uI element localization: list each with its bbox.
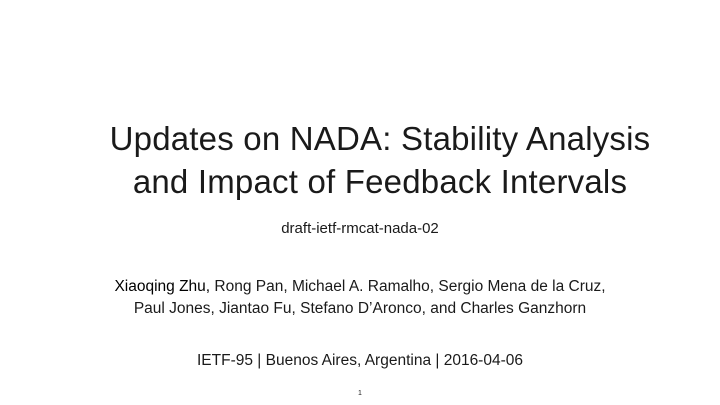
author-line-2: Paul Jones, Jiantao Fu, Stefano D’Aronco… [133,300,587,317]
presenter-name: Xiaoqing Zhu, [114,278,211,295]
title-line-2: and Impact of Feedback Intervals [132,163,628,200]
page-number: 1 [358,390,362,397]
venue-info: IETF-95 | Buenos Aires, Argentina | 2016… [197,352,523,369]
author-line-1: Xiaoqing Zhu, Rong Pan, Michael A. Ramal… [0,276,720,298]
title-line-1: Updates on NADA: Stability Analysis [109,120,651,157]
draft-name: draft-ietf-rmcat-nada-02 [281,220,439,237]
author-list: Xiaoqing Zhu, Rong Pan, Michael A. Ramal… [0,276,720,320]
slide-title: Updates on NADA: Stability Analysis and … [20,117,720,203]
co-authors-1: Rong Pan, Michael A. Ramalho, Sergio Men… [210,278,606,295]
